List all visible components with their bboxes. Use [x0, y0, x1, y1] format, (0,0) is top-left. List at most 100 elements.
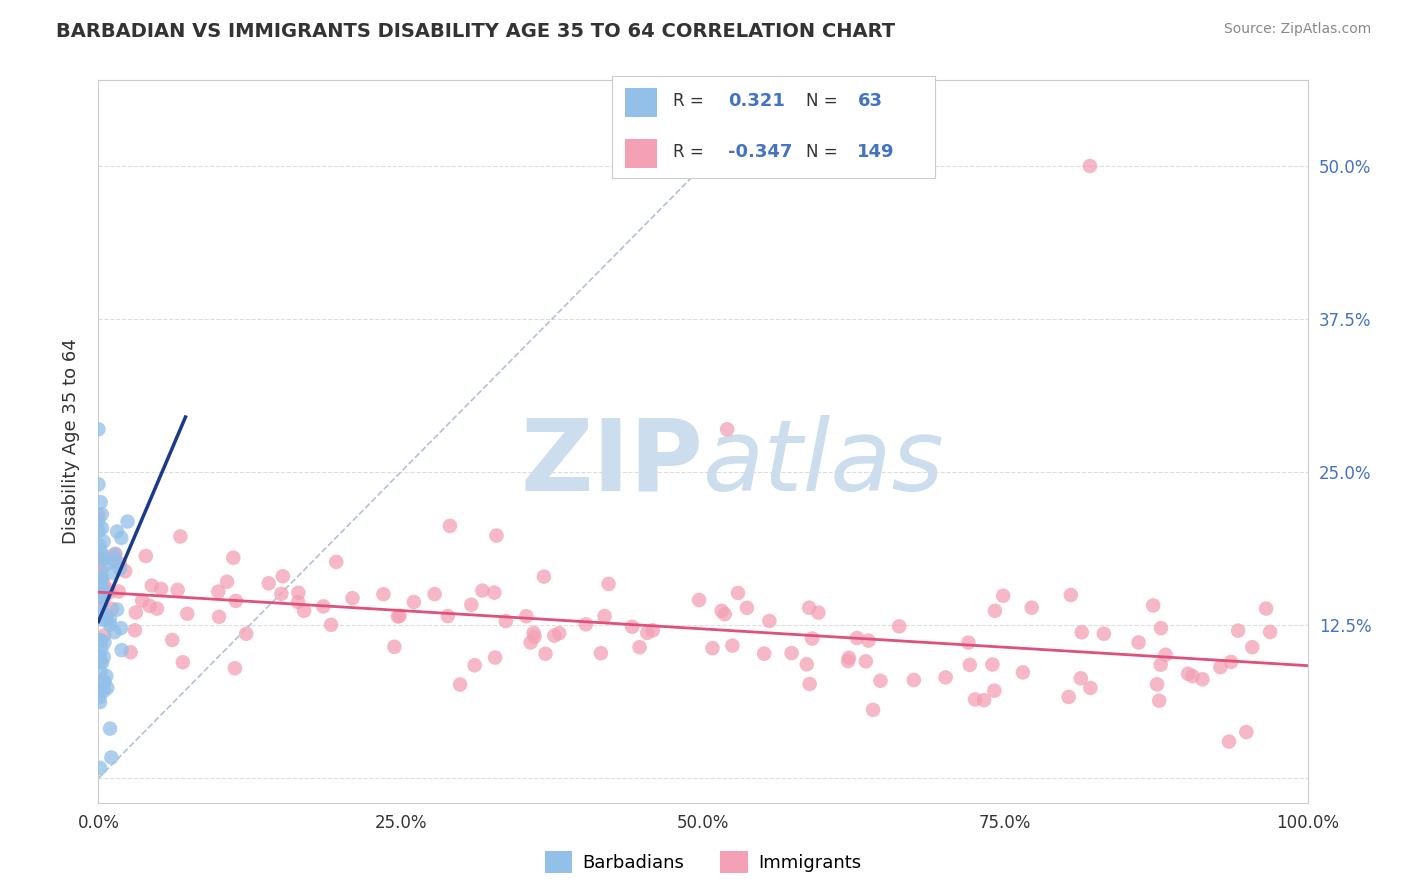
Point — [523, 630, 546, 644]
Point — [533, 569, 555, 583]
Point — [758, 614, 780, 628]
Point — [104, 548, 127, 562]
Point — [207, 584, 229, 599]
Point — [90, 573, 112, 587]
Legend: Barbadians, Immigrants: Barbadians, Immigrants — [537, 844, 869, 880]
Point — [593, 609, 616, 624]
Point — [799, 677, 821, 691]
Point — [150, 582, 173, 596]
Point — [110, 531, 132, 545]
Point — [166, 582, 188, 597]
Point — [90, 573, 112, 587]
Point — [138, 599, 160, 613]
Point — [858, 633, 880, 648]
Point — [89, 695, 111, 709]
Point — [382, 640, 405, 654]
Text: N =: N = — [806, 93, 837, 111]
Point — [91, 675, 114, 690]
Point — [172, 655, 194, 669]
Point — [90, 568, 112, 582]
Point — [1142, 599, 1164, 613]
Point — [1150, 657, 1173, 672]
Point — [87, 564, 110, 578]
Point — [325, 555, 347, 569]
Point — [89, 648, 111, 663]
Point — [87, 508, 110, 522]
Point — [485, 528, 508, 542]
Point — [1147, 694, 1170, 708]
Point — [984, 604, 1007, 618]
Point — [89, 587, 111, 601]
Point — [628, 640, 651, 655]
Point — [342, 591, 364, 606]
Point — [862, 703, 884, 717]
Point — [796, 657, 818, 672]
Point — [1258, 624, 1281, 639]
Point — [104, 551, 127, 566]
Point — [388, 608, 411, 623]
Point — [710, 604, 733, 618]
Point — [727, 586, 749, 600]
Point — [780, 646, 803, 660]
Point — [837, 654, 859, 668]
Point — [93, 674, 115, 689]
Point — [100, 750, 122, 764]
Point — [449, 677, 471, 691]
Point — [1092, 626, 1115, 640]
FancyBboxPatch shape — [624, 139, 657, 168]
Point — [1220, 655, 1243, 669]
Point — [534, 647, 557, 661]
Point — [110, 621, 132, 635]
Point — [90, 633, 112, 648]
Point — [548, 626, 571, 640]
Point — [484, 650, 506, 665]
Point — [1218, 734, 1240, 748]
Point — [983, 683, 1005, 698]
Point — [90, 582, 112, 597]
Point — [98, 585, 121, 599]
Point — [90, 563, 112, 577]
Point — [90, 607, 112, 621]
Point — [141, 578, 163, 592]
Point — [87, 648, 110, 663]
Point — [1011, 665, 1033, 680]
Point — [1150, 621, 1173, 635]
Point — [797, 600, 820, 615]
Point — [89, 683, 111, 698]
Point — [89, 555, 111, 569]
Point — [94, 608, 117, 623]
Text: N =: N = — [806, 143, 837, 161]
Point — [621, 620, 644, 634]
Point — [903, 673, 925, 687]
Point — [869, 673, 891, 688]
Point — [98, 722, 121, 736]
Point — [91, 585, 114, 599]
Point — [91, 521, 114, 535]
Point — [94, 551, 117, 566]
Point — [87, 422, 110, 436]
Point — [87, 589, 110, 603]
Point — [225, 594, 247, 608]
Point — [98, 617, 121, 632]
Point — [515, 609, 537, 624]
Point — [935, 670, 957, 684]
Point — [1234, 725, 1257, 739]
Point — [90, 508, 112, 522]
Point — [589, 646, 612, 660]
Point — [1181, 669, 1204, 683]
Point — [735, 600, 758, 615]
Point — [716, 422, 738, 436]
Point — [160, 632, 183, 647]
Point — [1146, 677, 1168, 691]
Point — [208, 609, 231, 624]
Point — [495, 614, 517, 628]
Point — [319, 617, 342, 632]
Point — [1021, 600, 1043, 615]
Point — [131, 593, 153, 607]
Point — [89, 574, 111, 588]
Point — [436, 609, 458, 624]
Point — [402, 595, 425, 609]
Point — [215, 574, 238, 589]
Point — [114, 564, 136, 578]
Text: ZIP: ZIP — [520, 415, 703, 512]
